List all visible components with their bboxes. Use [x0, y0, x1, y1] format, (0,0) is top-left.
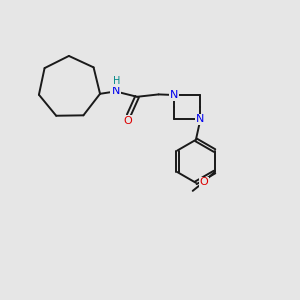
Text: H: H: [113, 76, 121, 86]
Text: N: N: [170, 90, 178, 100]
Text: N: N: [111, 86, 120, 96]
Text: N: N: [196, 115, 205, 124]
Text: O: O: [124, 116, 133, 126]
Text: O: O: [200, 178, 208, 188]
Text: N: N: [170, 90, 178, 100]
